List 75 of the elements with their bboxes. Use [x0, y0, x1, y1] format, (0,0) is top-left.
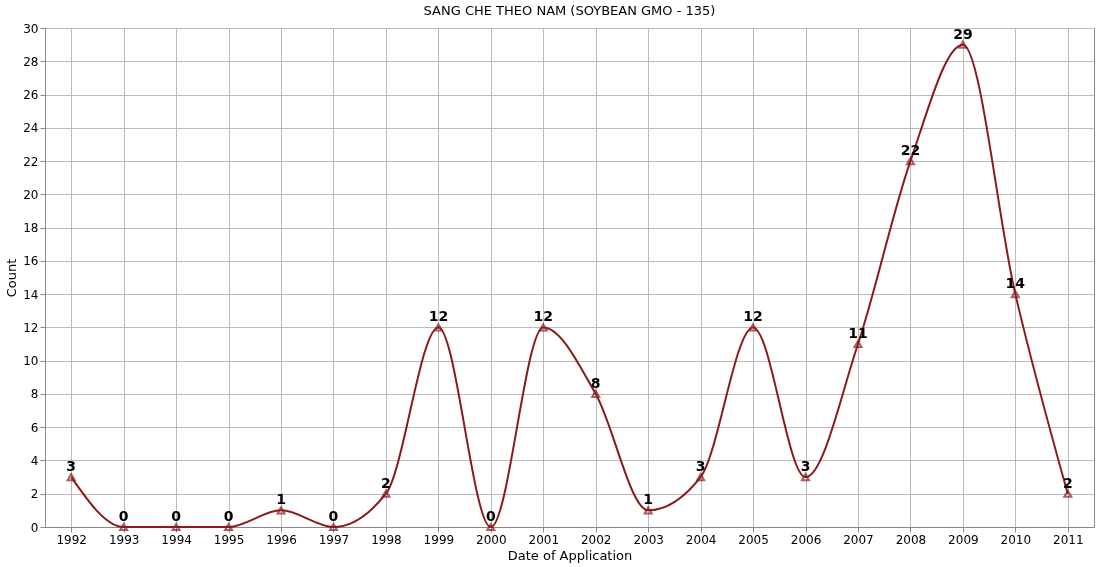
data-label: 1 — [276, 491, 286, 508]
point — [1010, 290, 1020, 299]
point — [643, 506, 653, 515]
x-tick-label: 2007 — [843, 532, 874, 547]
point — [381, 489, 391, 498]
point — [958, 40, 968, 49]
chart-title: SANG CHE THEO NAM (SOYBEAN GMO - 135) — [423, 3, 716, 18]
x-tick-label: 2003 — [633, 532, 664, 547]
x-tick-label: 1994 — [161, 532, 192, 547]
data-label: 29 — [953, 25, 973, 42]
data-label: 12 — [743, 308, 763, 325]
x-tick-label: 1993 — [108, 532, 140, 547]
data-label: 8 — [590, 374, 601, 391]
point — [119, 522, 129, 532]
point — [905, 157, 915, 166]
x-tick-label: 2011 — [1053, 532, 1084, 547]
data-label: 0 — [171, 508, 182, 524]
x-axis-title: Date of Application — [507, 547, 633, 563]
y-tick-label: 16 — [23, 254, 39, 269]
point — [800, 473, 811, 482]
y-tick-label: 0 — [30, 520, 39, 535]
x-tick-label: 2005 — [738, 532, 769, 547]
point — [66, 473, 76, 482]
data-label: 3 — [800, 458, 811, 475]
y-tick-label: 14 — [23, 287, 39, 302]
data-label: 12 — [533, 308, 554, 325]
point — [433, 323, 443, 332]
y-tick-label: 4 — [30, 453, 39, 468]
x-tick-label: 2010 — [1000, 532, 1032, 547]
point — [328, 522, 339, 532]
x-tick-label: 1996 — [266, 532, 297, 547]
x-tick-label: 1995 — [213, 532, 245, 547]
point — [224, 522, 234, 532]
data-label: 3 — [66, 458, 77, 475]
data-label: 12 — [428, 308, 449, 325]
x-tick-label: 1999 — [423, 532, 455, 547]
data-label: 0 — [485, 508, 496, 524]
y-tick-label: 24 — [23, 121, 39, 136]
data-label: 0 — [328, 508, 339, 524]
data-label: 2 — [381, 474, 391, 491]
x-tick-label: 2006 — [790, 532, 822, 547]
point — [748, 323, 758, 332]
point — [1063, 489, 1073, 498]
y-tick-label: 30 — [23, 21, 39, 36]
y-tick-label: 10 — [23, 354, 39, 369]
x-tick-label: 1998 — [371, 532, 402, 547]
x-tick-label: 1992 — [56, 532, 87, 547]
y-tick-label: 8 — [30, 387, 39, 402]
point — [853, 339, 863, 349]
point — [171, 522, 181, 532]
y-axis-title: Count — [4, 258, 20, 298]
x-tick-label: 2000 — [476, 532, 507, 547]
y-tick-label: 26 — [23, 88, 39, 103]
y-tick-label: 22 — [23, 154, 39, 169]
data-label: 1 — [643, 491, 654, 508]
data-label: 0 — [118, 508, 129, 524]
point — [486, 522, 496, 532]
x-tick-label: 2002 — [580, 532, 612, 547]
x-tick-label: 2009 — [948, 532, 979, 547]
x-tick-label: 2004 — [685, 532, 717, 547]
data-label: 3 — [695, 458, 706, 475]
y-tick-label: 18 — [23, 221, 39, 236]
point — [591, 389, 601, 398]
point — [538, 323, 548, 332]
data-label: 0 — [223, 508, 234, 524]
y-tick-label: 6 — [30, 420, 39, 435]
x-tick-label: 1997 — [318, 532, 350, 547]
x-tick-label: 2008 — [895, 532, 927, 547]
x-tick-label: 2001 — [528, 532, 560, 547]
point — [276, 506, 286, 515]
y-tick-label: 2 — [30, 487, 39, 502]
y-tick-label: 12 — [23, 320, 39, 335]
y-tick-label: 20 — [23, 187, 39, 202]
point — [696, 473, 706, 482]
y-tick-label: 28 — [23, 54, 39, 69]
